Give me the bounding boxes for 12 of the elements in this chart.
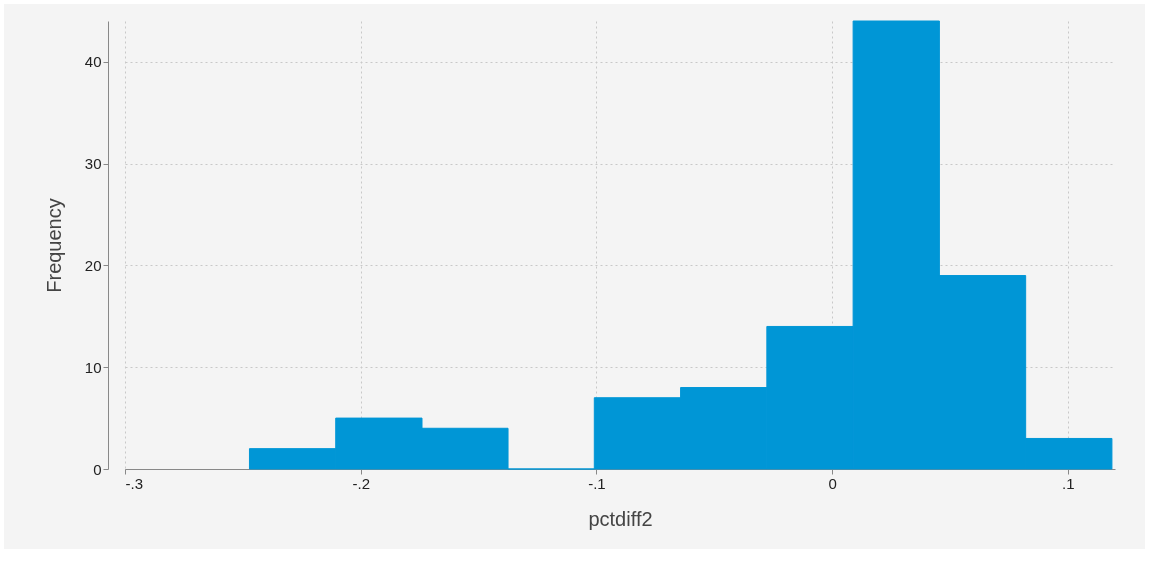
x-tick-label: -.2	[352, 474, 370, 492]
y-tick-label: 30	[84, 155, 102, 173]
y-tick-label: 40	[84, 53, 102, 71]
x-tick-label: 0	[828, 474, 837, 492]
y-tick-label: 20	[84, 256, 102, 274]
x-tick-label: -.3	[125, 474, 144, 492]
x-tick-label: -.1	[588, 474, 606, 492]
x-axis-title: pctdiff2	[588, 507, 653, 530]
y-tick-label: 10	[84, 358, 102, 376]
x-tick-label: .1	[1062, 474, 1075, 492]
y-tick-label: 0	[93, 460, 102, 478]
y-axis-title: Frequency	[42, 198, 65, 293]
